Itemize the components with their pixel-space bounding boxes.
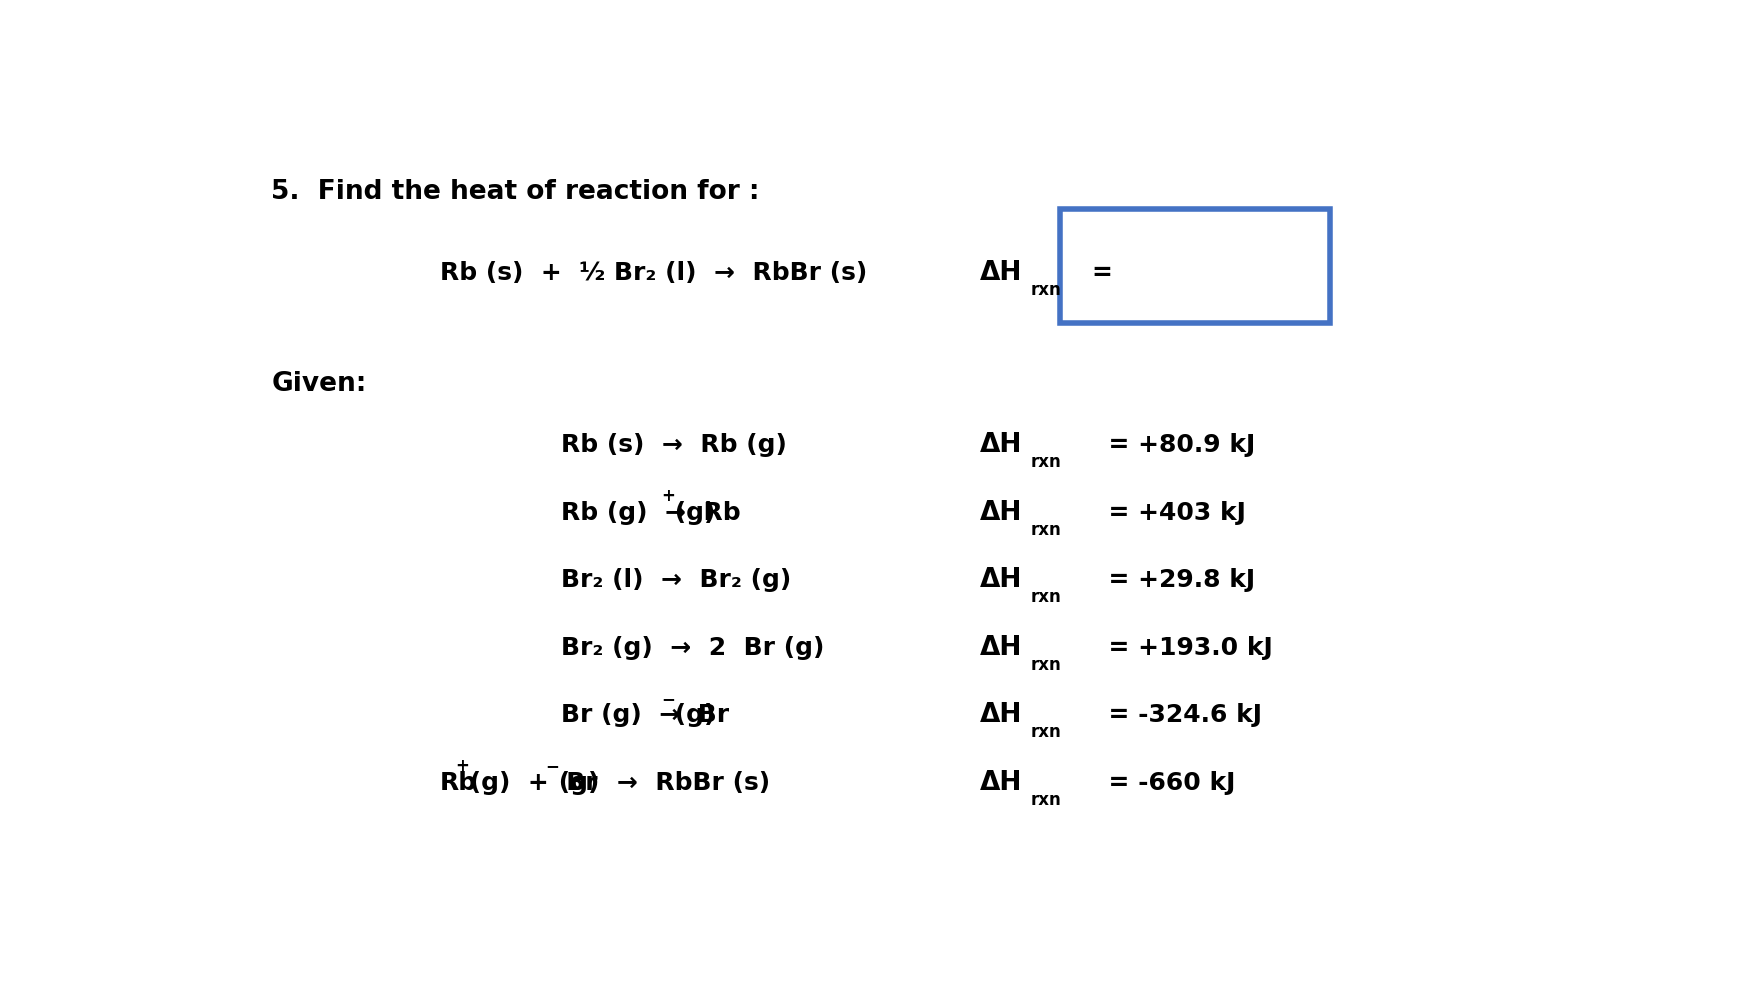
- Text: = +403 kJ: = +403 kJ: [1090, 501, 1245, 525]
- Text: Rb (s)  →  Rb (g): Rb (s) → Rb (g): [562, 433, 786, 457]
- Text: (g)  →  RbBr (s): (g) → RbBr (s): [550, 771, 770, 795]
- Text: −: −: [544, 757, 558, 775]
- Text: rxn: rxn: [1029, 281, 1061, 299]
- Text: = +29.8 kJ: = +29.8 kJ: [1090, 569, 1256, 593]
- Text: +: +: [661, 487, 675, 505]
- Text: Given:: Given:: [271, 372, 367, 397]
- Text: = -660 kJ: = -660 kJ: [1090, 771, 1235, 795]
- Text: Rb: Rb: [440, 771, 476, 795]
- Text: ΔH: ΔH: [979, 702, 1021, 728]
- Text: = -324.6 kJ: = -324.6 kJ: [1090, 703, 1261, 727]
- Text: Rb (s)  +  ½ Br₂ (l)  →  RbBr (s): Rb (s) + ½ Br₂ (l) → RbBr (s): [440, 261, 866, 285]
- Text: ΔH: ΔH: [979, 568, 1021, 594]
- Text: Rb (g)  →  Rb: Rb (g) → Rb: [562, 501, 741, 525]
- Text: =: =: [1090, 261, 1111, 285]
- Text: = +80.9 kJ: = +80.9 kJ: [1090, 433, 1256, 457]
- Text: ΔH: ΔH: [979, 260, 1021, 286]
- Text: rxn: rxn: [1029, 521, 1061, 539]
- Text: +: +: [456, 757, 470, 775]
- Text: rxn: rxn: [1029, 723, 1061, 741]
- Text: ΔH: ΔH: [979, 432, 1021, 458]
- Text: Br₂ (l)  →  Br₂ (g): Br₂ (l) → Br₂ (g): [562, 569, 791, 593]
- Text: ΔH: ΔH: [979, 634, 1021, 661]
- Text: (g): (g): [666, 703, 715, 727]
- Text: rxn: rxn: [1029, 589, 1061, 607]
- Text: −: −: [661, 689, 675, 707]
- FancyBboxPatch shape: [1059, 209, 1329, 323]
- Text: ΔH: ΔH: [979, 770, 1021, 796]
- Text: rxn: rxn: [1029, 791, 1061, 809]
- Text: (g)  +  Br: (g) + Br: [461, 771, 596, 795]
- Text: rxn: rxn: [1029, 655, 1061, 674]
- Text: 5.  Find the heat of reaction for :: 5. Find the heat of reaction for :: [271, 179, 760, 205]
- Text: (g): (g): [666, 501, 715, 525]
- Text: Br₂ (g)  →  2  Br (g): Br₂ (g) → 2 Br (g): [562, 635, 824, 660]
- Text: = +193.0 kJ: = +193.0 kJ: [1090, 635, 1273, 660]
- Text: Br (g)  →  Br: Br (g) → Br: [562, 703, 729, 727]
- Text: ΔH: ΔH: [979, 500, 1021, 526]
- Text: rxn: rxn: [1029, 453, 1061, 471]
